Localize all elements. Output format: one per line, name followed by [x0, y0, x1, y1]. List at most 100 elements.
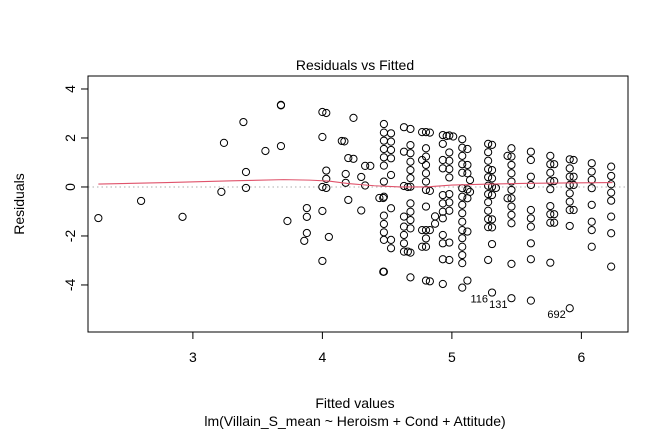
data-point — [379, 161, 388, 170]
data-point — [607, 162, 616, 171]
data-point — [379, 153, 388, 162]
data-point — [487, 215, 497, 224]
data-point — [587, 200, 596, 209]
data-point — [587, 242, 596, 251]
data-point — [421, 144, 431, 153]
data-point — [458, 192, 467, 201]
data-point — [507, 177, 516, 186]
data-point — [487, 288, 497, 297]
data-point — [318, 206, 327, 216]
data-point — [507, 160, 516, 170]
data-point — [565, 205, 574, 215]
data-point — [375, 193, 384, 203]
data-point — [569, 155, 578, 165]
data-point — [458, 151, 467, 160]
data-point — [484, 255, 493, 265]
data-point — [458, 250, 467, 260]
point-label: 692 — [547, 309, 565, 321]
y-axis: -4 -2 0 2 4 — [62, 85, 89, 291]
data-point — [322, 108, 331, 118]
data-point — [587, 225, 596, 235]
data-point — [445, 156, 454, 165]
data-point — [550, 176, 559, 186]
data-point — [421, 169, 431, 178]
data-point — [438, 239, 447, 248]
data-point — [357, 206, 366, 215]
data-point — [565, 172, 574, 181]
data-point — [546, 151, 555, 160]
data-point — [438, 214, 447, 223]
data-point — [463, 185, 472, 194]
data-point — [399, 181, 409, 191]
data-point — [484, 189, 493, 199]
data-point — [399, 247, 409, 256]
data-point — [386, 204, 396, 213]
data-point — [463, 169, 472, 178]
data-point — [458, 168, 467, 177]
chart-title: Residuals vs Fitted — [296, 57, 414, 73]
data-point — [565, 189, 574, 198]
data-point — [322, 174, 331, 183]
data-point — [507, 144, 516, 153]
data-point — [379, 128, 388, 137]
data-point — [463, 227, 472, 236]
data-point — [507, 210, 516, 220]
data-point — [344, 153, 353, 163]
data-point — [484, 164, 493, 174]
data-point — [425, 128, 434, 137]
data-point — [445, 148, 454, 157]
data-point — [458, 217, 467, 226]
data-point — [418, 127, 427, 137]
data-point — [438, 207, 447, 216]
data-point — [239, 117, 248, 127]
data-point — [421, 225, 431, 235]
data-point — [526, 172, 535, 181]
data-point — [386, 154, 396, 163]
data-point — [484, 173, 493, 182]
data-point — [546, 218, 555, 227]
data-point — [550, 210, 559, 219]
data-point — [487, 140, 497, 149]
data-point — [399, 239, 409, 248]
data-point — [302, 203, 311, 213]
data-point — [465, 176, 475, 185]
y-tick-label: -2 — [62, 230, 78, 243]
data-point — [324, 232, 333, 242]
data-point — [526, 155, 535, 165]
data-point — [399, 212, 409, 221]
data-point — [507, 185, 516, 195]
data-point — [344, 195, 353, 205]
data-point — [487, 174, 497, 183]
data-point — [484, 223, 493, 232]
data-point — [386, 129, 396, 138]
data-point — [340, 137, 349, 146]
data-point — [406, 199, 415, 208]
data-point — [94, 213, 103, 223]
data-point — [178, 212, 187, 221]
data-point — [322, 166, 331, 175]
data-point — [425, 186, 434, 195]
data-point — [406, 248, 415, 257]
data-point — [546, 185, 555, 194]
data-point — [438, 139, 447, 148]
x-tick-label: 6 — [577, 349, 585, 365]
data-point — [546, 160, 555, 169]
data-point — [607, 171, 616, 181]
data-point — [526, 214, 535, 223]
data-point — [349, 154, 358, 163]
data-point — [379, 192, 388, 201]
data-point — [379, 136, 388, 145]
data-point — [546, 168, 555, 177]
chart-subtitle: lm(Villain_S_mean ~ Heroism + Cond + Att… — [204, 413, 505, 429]
data-point — [318, 182, 327, 192]
data-point — [487, 223, 497, 232]
data-point — [445, 164, 454, 174]
data-point — [283, 216, 292, 226]
data-point — [484, 139, 493, 148]
data-point — [565, 155, 574, 164]
data-point — [526, 255, 535, 264]
data-point — [458, 242, 467, 251]
data-point — [418, 242, 427, 251]
data-point — [526, 239, 535, 248]
data-point — [421, 160, 431, 170]
